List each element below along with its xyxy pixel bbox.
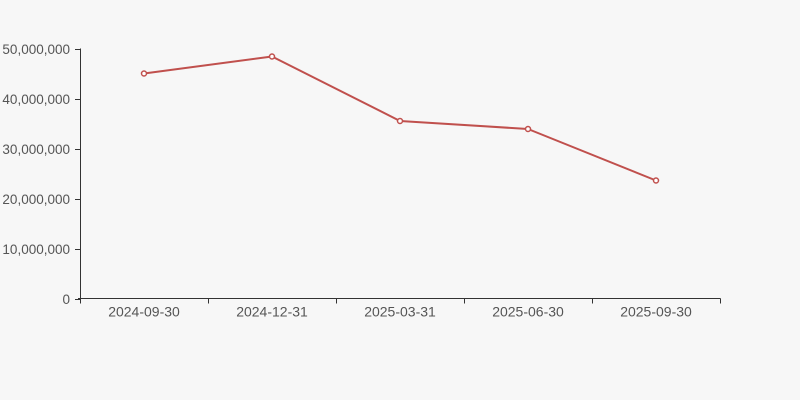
y-axis-label: 50,000,000 bbox=[2, 42, 70, 57]
data-point-marker bbox=[140, 70, 148, 77]
x-axis-label: 2025-06-30 bbox=[492, 304, 564, 320]
y-axis-label: 20,000,000 bbox=[2, 192, 70, 207]
data-point-marker bbox=[652, 177, 660, 184]
x-axis-label: 2025-03-31 bbox=[364, 304, 436, 320]
x-axis-label: 2024-09-30 bbox=[108, 304, 180, 320]
data-point-marker bbox=[268, 53, 276, 60]
y-axis-label: 40,000,000 bbox=[2, 92, 70, 107]
y-axis-label: 10,000,000 bbox=[2, 242, 70, 257]
y-axis-label: 30,000,000 bbox=[2, 142, 70, 157]
x-axis-label: 2025-09-30 bbox=[620, 304, 692, 320]
data-point-marker bbox=[524, 125, 532, 133]
y-axis-label: 0 bbox=[62, 292, 70, 307]
data-point-marker bbox=[396, 117, 404, 125]
x-axis-label: 2024-12-31 bbox=[236, 304, 308, 320]
